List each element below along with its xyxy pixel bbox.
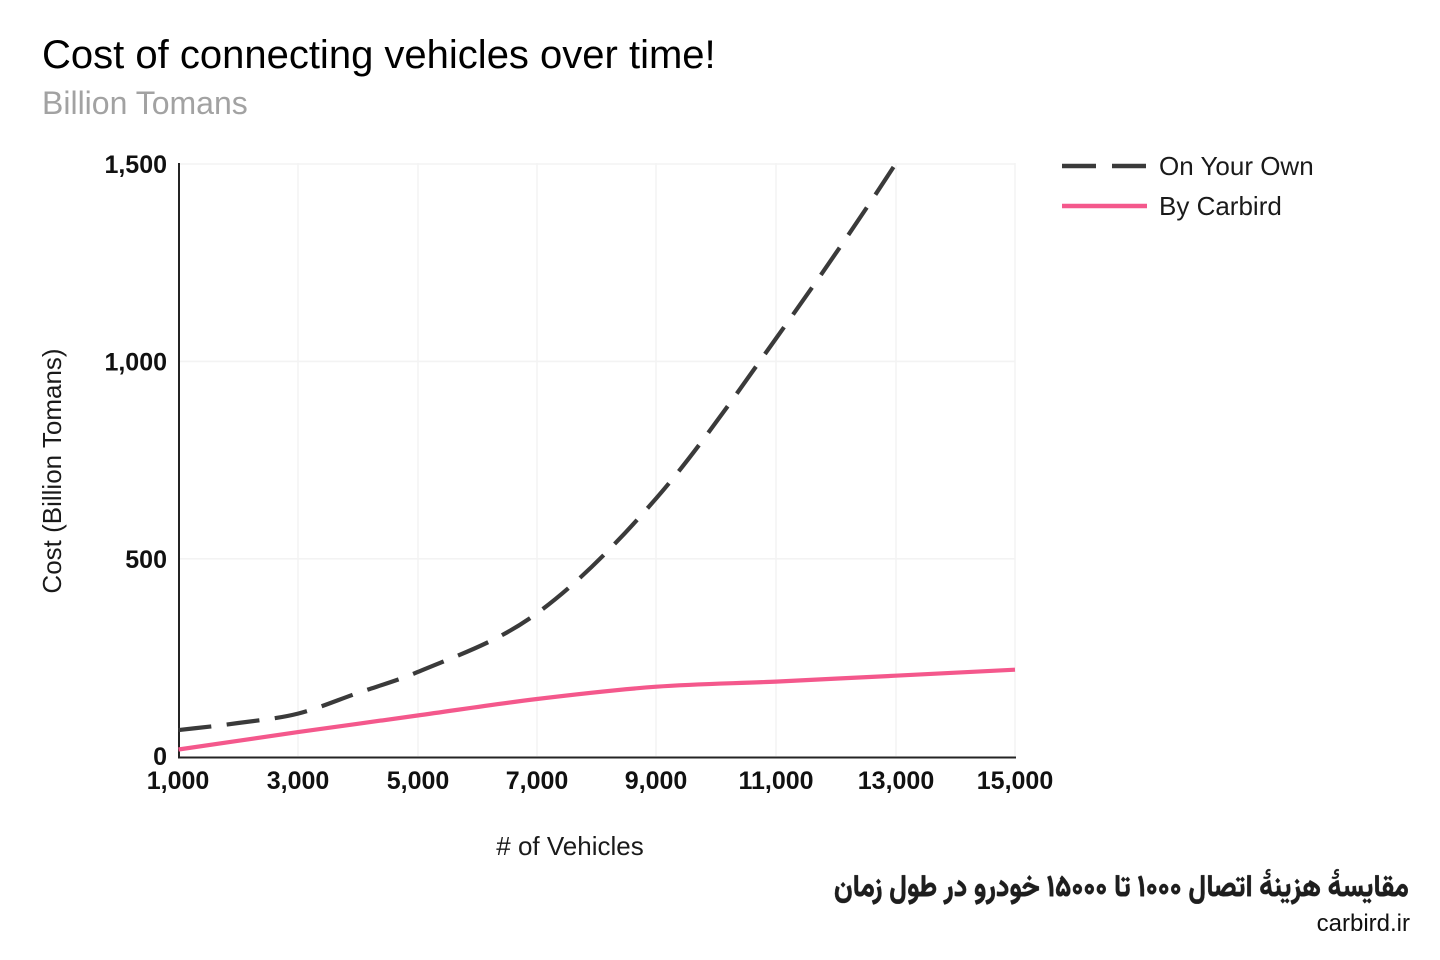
svg-text:7,000: 7,000 [506, 767, 569, 795]
svg-text:Cost of connecting vehicles ov: Cost of connecting vehicles over time! [42, 33, 716, 77]
svg-text:0: 0 [153, 743, 167, 771]
svg-text:11,000: 11,000 [738, 767, 813, 795]
svg-text:By Carbird: By Carbird [1159, 191, 1282, 221]
svg-text:On Your Own: On Your Own [1159, 151, 1314, 181]
svg-text:5,000: 5,000 [387, 767, 450, 795]
svg-text:15,000: 15,000 [977, 767, 1053, 795]
svg-text:1,000: 1,000 [104, 348, 167, 376]
svg-text:1,000: 1,000 [147, 767, 210, 795]
svg-text:13,000: 13,000 [858, 767, 934, 795]
svg-text:Billion Tomans: Billion Tomans [42, 85, 248, 121]
svg-text:1,500: 1,500 [104, 151, 167, 179]
svg-text:9,000: 9,000 [625, 767, 688, 795]
svg-text:# of Vehicles: # of Vehicles [496, 831, 643, 861]
svg-text:3,000: 3,000 [267, 767, 330, 795]
svg-text:Cost (Billion Tomans): Cost (Billion Tomans) [37, 348, 67, 593]
svg-text:500: 500 [125, 546, 167, 574]
svg-text:carbird.ir: carbird.ir [1317, 910, 1410, 937]
